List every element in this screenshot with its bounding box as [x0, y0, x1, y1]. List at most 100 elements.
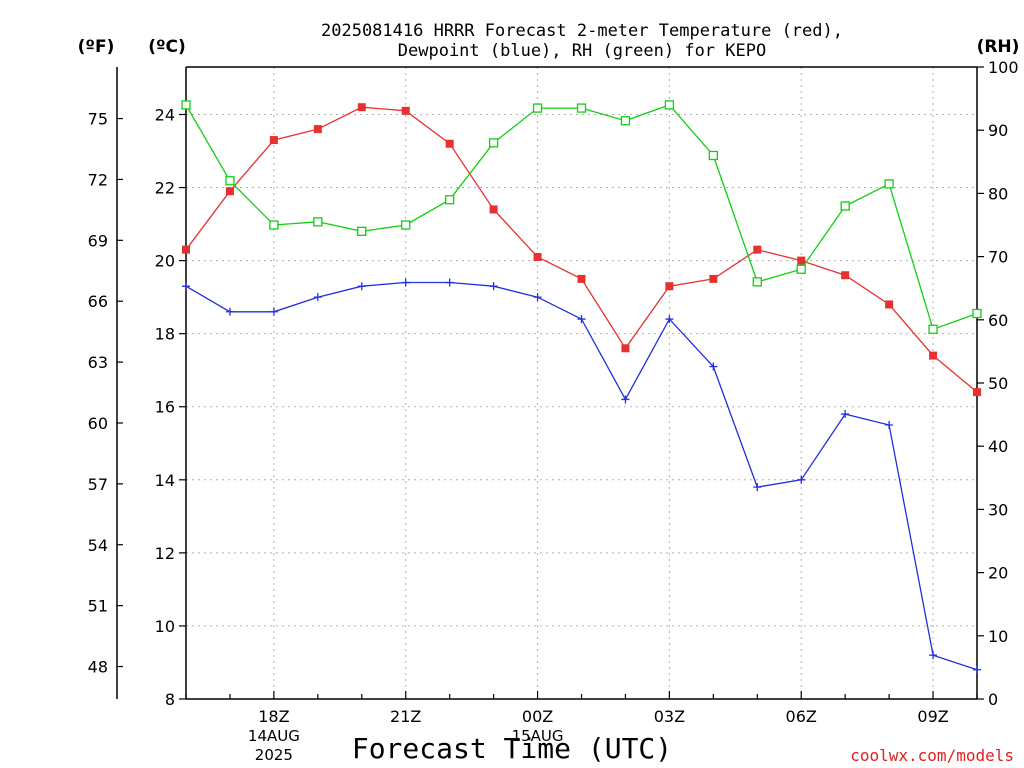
x-tick-label: 03Z: [654, 707, 685, 726]
fahrenheit-tick-label: 51: [88, 597, 108, 616]
rh-point: [620, 116, 631, 126]
temperature-point: [621, 344, 630, 353]
celsius-tick-label: 12: [155, 544, 175, 563]
chart-title-line-1: 2025081416 HRRR Forecast 2-meter Tempera…: [321, 21, 843, 41]
temperature-point: [269, 136, 278, 145]
rh-point: [445, 195, 455, 205]
dewpoint-point: [445, 278, 454, 287]
rh-point: [972, 308, 982, 319]
rh-point: [532, 103, 543, 113]
dewpoint-point: [313, 293, 322, 302]
rh-point: [225, 176, 235, 186]
x-tick-label: 21Z: [390, 707, 421, 726]
fahrenheit-tick-label: 75: [88, 110, 108, 129]
rh-point: [752, 277, 762, 287]
fahrenheit-tick-label: 48: [88, 658, 108, 677]
x-axis-label: Forecast Time (UTC): [352, 732, 672, 765]
temperature-point: [182, 245, 190, 254]
dewpoint-point: [709, 362, 718, 371]
fahrenheit-tick-label: 54: [88, 536, 108, 555]
rh-point: [313, 217, 323, 227]
chart-title: 2025081416 HRRR Forecast 2-meter Tempera…: [321, 21, 843, 61]
dewpoint-point: [753, 483, 762, 492]
celsius-tick-label: 22: [155, 179, 175, 198]
axes: 8 10 12 14 16 18 20 22 24 48 51 54 57 60 63 66 69 72 75 0 10…: [88, 58, 1019, 764]
chart-title-line-2: Dewpoint (blue), RH (green) for KEPO: [398, 41, 766, 61]
dewpoint-point: [577, 315, 586, 324]
x-date-label: 14AUG: [248, 727, 300, 745]
dewpoint-point: [797, 475, 806, 484]
series-temperature: [182, 103, 981, 397]
temperature-point: [709, 274, 718, 283]
rh-point: [357, 226, 367, 236]
fahrenheit-tick-label: 57: [88, 475, 108, 494]
celsius-tick-label: 16: [155, 398, 175, 417]
rh-point: [884, 179, 894, 189]
rh-point: [928, 324, 938, 334]
dewpoint-point: [665, 315, 674, 324]
temperature-point: [665, 282, 674, 291]
temperature-point: [357, 103, 366, 112]
temperature-point: [885, 300, 894, 309]
celsius-tick-label: 20: [155, 252, 175, 271]
rh-tick-label: 0: [988, 690, 998, 709]
rh-line: [185, 104, 978, 331]
celsius-unit-label: (ºC): [148, 37, 186, 57]
rh-tick-label: 20: [988, 564, 1008, 583]
rh-point: [488, 138, 499, 148]
grid-lines: [186, 67, 977, 700]
temperature-point: [313, 125, 322, 134]
rh-tick-label: 30: [988, 500, 1008, 519]
rh-point: [840, 201, 850, 211]
temperature-point: [797, 256, 806, 265]
temperature-point: [489, 205, 498, 214]
fahrenheit-unit-label: (ºF): [78, 37, 115, 57]
rh-unit-label: (RH): [977, 37, 1020, 57]
fahrenheit-tick-label: 72: [88, 170, 108, 189]
temperature-point: [841, 271, 850, 280]
temperature-point: [973, 388, 981, 397]
dewpoint-point: [885, 421, 894, 430]
series-rh: [181, 100, 982, 334]
x-date-label: 2025: [255, 746, 293, 764]
temperature-point: [445, 139, 454, 148]
rh-point: [576, 103, 587, 113]
rh-tick-label: 90: [988, 121, 1008, 140]
x-tick-label: 00Z: [522, 707, 553, 726]
dewpoint-line: [185, 281, 978, 671]
celsius-tick-label: 24: [155, 105, 175, 124]
rh-tick-label: 70: [988, 248, 1008, 267]
rh-point: [708, 150, 718, 161]
rh-tick-label: 50: [988, 374, 1008, 393]
x-tick-label: 18Z: [258, 707, 289, 726]
rh-tick-label: 100: [988, 58, 1019, 77]
fahrenheit-tick-label: 60: [88, 414, 108, 433]
rh-tick-label: 80: [988, 184, 1008, 203]
dewpoint-point: [973, 665, 981, 674]
temperature-point: [533, 252, 542, 261]
data-series: [181, 100, 982, 674]
rh-point: [796, 264, 806, 274]
rh-point: [401, 220, 411, 230]
rh-point: [181, 100, 191, 110]
temperature-point: [929, 351, 938, 360]
dewpoint-point: [533, 293, 542, 302]
credit-text: coolwx.com/models: [850, 746, 1014, 765]
fahrenheit-tick-label: 69: [88, 231, 108, 250]
dewpoint-point: [489, 282, 498, 291]
rh-point: [269, 220, 279, 230]
rh-tick-label: 10: [988, 627, 1008, 646]
celsius-tick-label: 18: [155, 325, 175, 344]
dewpoint-point: [225, 307, 234, 316]
series-dewpoint: [182, 278, 981, 674]
dewpoint-point: [621, 395, 630, 404]
celsius-tick-label: 8: [165, 690, 175, 709]
fahrenheit-tick-label: 63: [88, 353, 108, 372]
dewpoint-point: [929, 651, 938, 660]
dewpoint-point: [401, 278, 410, 287]
x-date-label: 15AUG: [512, 727, 564, 745]
temperature-point: [577, 274, 586, 283]
dewpoint-point: [357, 282, 366, 291]
dewpoint-point: [269, 307, 278, 316]
